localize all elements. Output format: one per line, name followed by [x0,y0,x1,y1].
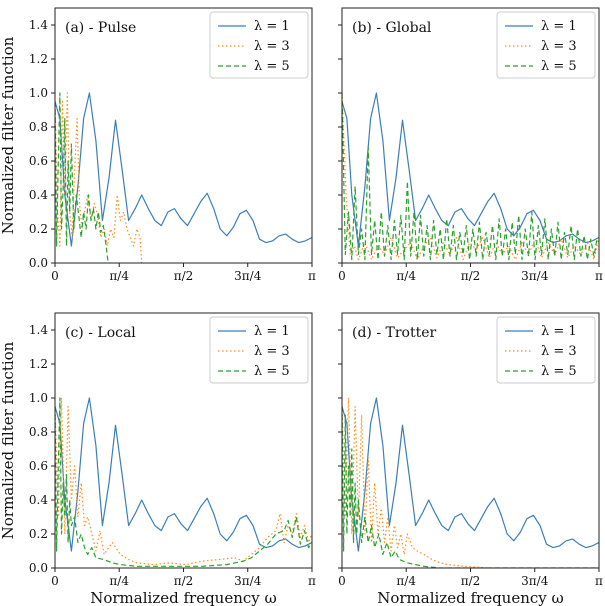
y-tick-label: 1.4 [29,18,48,32]
x-tick-label: π [595,269,603,283]
legend-label: λ = 3 [254,344,290,359]
legend: λ = 1 λ = 3 λ = 5 [209,11,309,79]
x-tick-label: π/4 [109,269,129,283]
legend-label: λ = 1 [254,324,290,339]
series-line-lambda-3 [55,397,312,566]
series-line-lambda-1 [342,397,599,552]
x-tick-label: 3π/4 [234,269,262,283]
legend: λ = 1 λ = 3 λ = 5 [209,316,309,384]
x-tick-label: 3π/4 [521,574,549,588]
y-tick-label: 0.4 [29,493,48,507]
chart-panel-2: 0 π/4 π/2 3π/4 π (b) - Global λ = 1 λ = 3 λ = 5 [338,7,603,283]
chart-panel-3: 0 π/4 π/2 3π/4 π 0.0 0.2 0.4 0.6 0.8 1.0 1.2 1.4 (c) … [0,312,316,606]
x-axis-label: Normalized frequency ω [377,589,564,606]
legend-label: λ = 5 [541,59,577,74]
y-tick-label: 0.4 [29,188,48,202]
legend-box [496,316,596,384]
x-tick-label: π [595,574,603,588]
legend-label: λ = 5 [254,364,290,379]
series-line-lambda-5 [55,397,312,567]
legend: λ = 1 λ = 3 λ = 5 [496,11,596,79]
y-tick-label: 0.6 [29,459,48,473]
x-tick-label: 0 [338,574,346,588]
legend-box [496,11,596,79]
y-tick-label: 0.2 [29,527,48,541]
x-tick-label: π/4 [109,574,129,588]
series-line-lambda-1 [55,92,312,247]
legend-label: λ = 5 [254,59,290,74]
series-line-lambda-5 [55,92,109,263]
legend-box [209,11,309,79]
series-line-lambda-1 [342,92,599,247]
panel-label: (b) - Global [352,20,432,36]
x-axis-label: Normalized frequency ω [90,589,277,606]
y-tick-label: 0.0 [29,561,48,575]
x-tick-label: π/2 [174,574,194,588]
legend-label: λ = 3 [541,39,577,54]
x-tick-label: 0 [51,269,59,283]
x-tick-label: π/2 [461,269,481,283]
legend-label: λ = 5 [541,364,577,379]
x-tick-label: 3π/4 [234,574,262,588]
y-tick-label: 1.2 [29,357,48,371]
y-tick-label: 0.8 [29,120,48,134]
series-line-lambda-5 [342,92,598,261]
y-tick-label: 1.0 [29,391,48,405]
legend: λ = 1 λ = 3 λ = 5 [496,316,596,384]
y-tick-label: 1.4 [29,323,48,337]
x-tick-label: π [308,269,316,283]
x-tick-label: π/2 [174,269,194,283]
x-tick-label: π/4 [396,574,416,588]
legend-box [209,316,309,384]
chart-panel-1: 0 π/4 π/2 3π/4 π 0.0 0.2 0.4 0.6 0.8 1.0 1.2 1.4 (a) … [0,7,316,283]
x-tick-label: π/2 [461,574,481,588]
x-tick-label: π [308,574,316,588]
x-tick-label: 0 [338,269,346,283]
chart-panel-4: 0 π/4 π/2 3π/4 π (d) - Trotter λ = 1 λ = 3 λ = 5… [338,312,603,606]
y-tick-label: 1.0 [29,86,48,100]
x-tick-label: π/4 [396,269,416,283]
series-line-lambda-5 [342,406,599,568]
legend-label: λ = 1 [254,19,290,34]
series-line-lambda-3 [55,92,143,263]
panel-label: (d) - Trotter [352,325,437,341]
series-line-lambda-3 [342,397,599,568]
legend-label: λ = 3 [541,344,577,359]
series-line-lambda-3 [342,92,599,261]
y-tick-label: 0.2 [29,222,48,236]
x-tick-label: 3π/4 [521,269,549,283]
y-tick-label: 0.8 [29,425,48,439]
panel-label: (c) - Local [65,325,136,341]
y-tick-label: 0.6 [29,154,48,168]
y-tick-label: 1.2 [29,52,48,66]
y-axis-label: Normalized filter function [0,341,17,539]
legend-label: λ = 1 [541,19,577,34]
y-tick-label: 0.0 [29,256,48,270]
panel-label: (a) - Pulse [65,20,136,36]
x-tick-label: 0 [51,574,59,588]
y-axis-label: Normalized filter function [0,36,17,234]
series-line-lambda-1 [55,397,312,552]
legend-label: λ = 1 [541,324,577,339]
legend-label: λ = 3 [254,39,290,54]
